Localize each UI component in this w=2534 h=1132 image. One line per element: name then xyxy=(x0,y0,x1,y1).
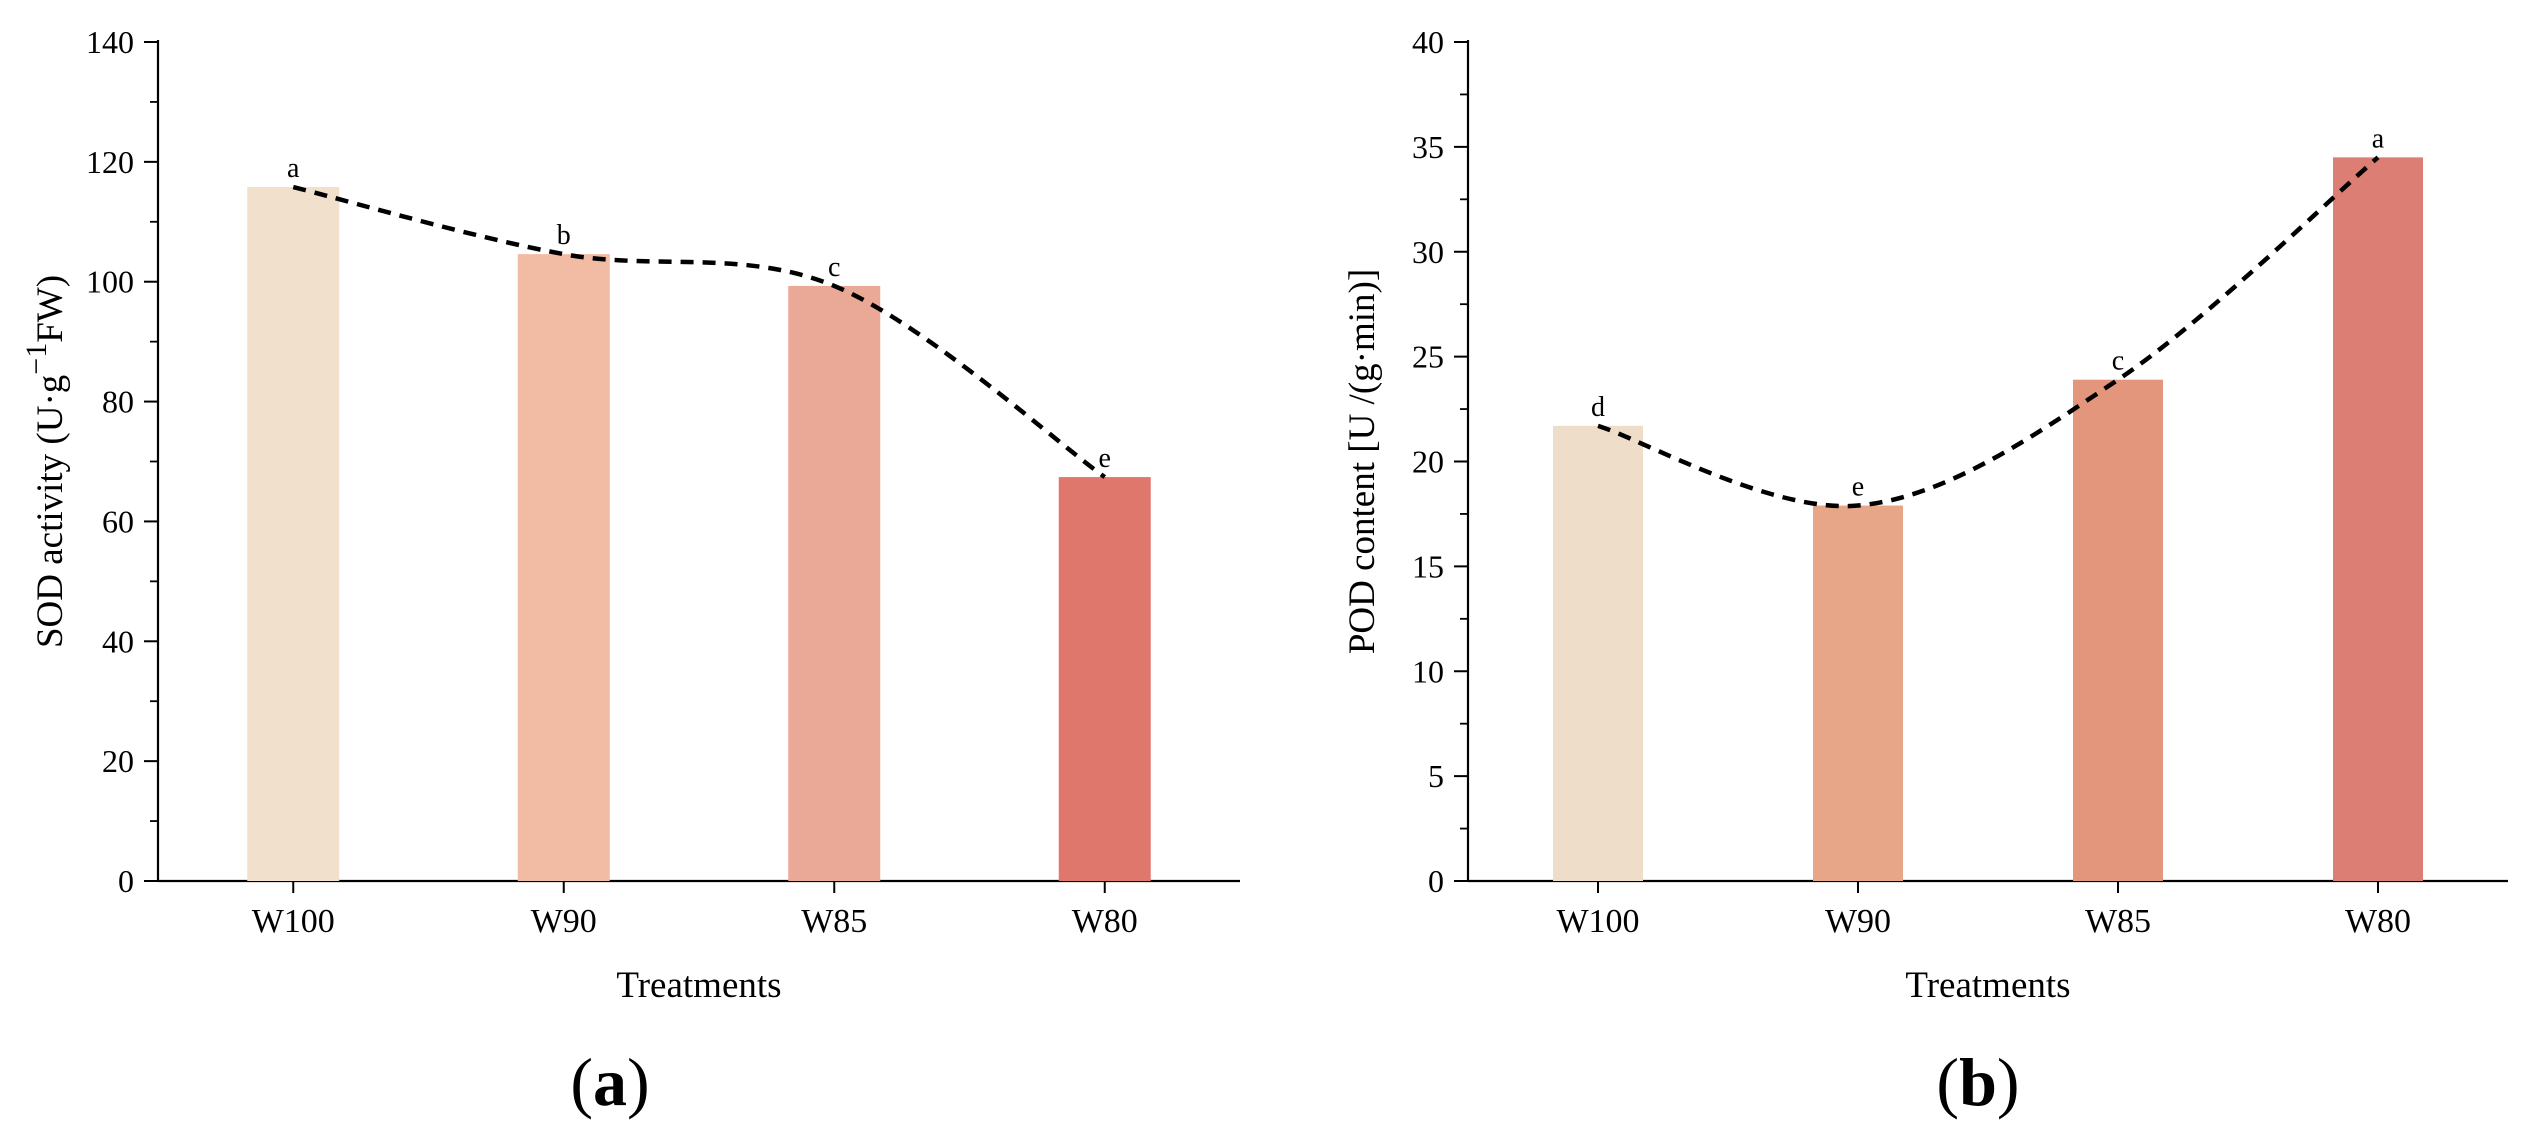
trend-line xyxy=(292,184,1107,479)
chart-panel-a: 0 20 40 60 80 100 120 140 W100 a W90 b W85 c W80 e Treat… xyxy=(20,24,1240,1120)
y-axis-title: POD content [U /(g·min)] xyxy=(1342,269,1383,654)
panel-label: (b) xyxy=(1936,1044,2019,1120)
bar-w80 xyxy=(1058,477,1151,881)
chart-panel-b: 0 5 10 15 20 25 30 35 40 W100 d W90 e W85 c W80 a Treatme… xyxy=(1342,24,2508,1120)
bar-w90 xyxy=(1813,505,1903,881)
panel-label: (a) xyxy=(570,1044,649,1120)
panel-label-close-paren: ) xyxy=(627,1044,650,1120)
y-tick-label: 40 xyxy=(1412,24,1444,60)
panel-label-letter: b xyxy=(1959,1044,1997,1120)
y-axis-title-main: POD content [U /(g·min)] xyxy=(1342,269,1383,654)
x-tick-label: W100 xyxy=(1556,903,1639,940)
panel-label-letter: a xyxy=(593,1044,627,1120)
y-tick-label: 25 xyxy=(1412,339,1444,375)
y-axis-title-suffix: FW) xyxy=(30,275,71,343)
significance-label: a xyxy=(287,153,300,184)
y-tick-label: 140 xyxy=(86,24,134,60)
significance-label: e xyxy=(1852,472,1864,503)
x-tick-label: W85 xyxy=(2085,903,2151,940)
y-tick-label: 80 xyxy=(102,384,134,420)
bar-w100 xyxy=(1553,425,1643,881)
y-tick-label: 10 xyxy=(1412,653,1444,689)
y-tick-label: 35 xyxy=(1412,129,1444,165)
y-tick-label: 30 xyxy=(1412,234,1444,270)
y-tick-label: 5 xyxy=(1428,758,1444,794)
x-axis-title: Treatments xyxy=(616,965,781,1006)
y-tick-label: 100 xyxy=(86,264,134,300)
bar-w85 xyxy=(2073,379,2163,881)
trend-line xyxy=(1597,155,2380,509)
bar-w85 xyxy=(788,285,881,881)
significance-label: a xyxy=(2372,123,2385,154)
bar-w80 xyxy=(2333,157,2423,882)
y-tick-label: 60 xyxy=(102,503,134,539)
x-tick-label: W80 xyxy=(1072,903,1138,940)
y-axis-title-main: SOD activity (U·g xyxy=(30,375,71,648)
bar-w90 xyxy=(517,254,610,881)
bar-w100 xyxy=(247,187,340,881)
x-tick-label: W90 xyxy=(1825,903,1891,940)
x-tick-label: W85 xyxy=(801,903,867,940)
y-tick-label: 20 xyxy=(1412,444,1444,480)
significance-label: c xyxy=(828,252,840,283)
y-tick-label: 0 xyxy=(118,863,134,899)
y-tick-label: 40 xyxy=(102,623,134,659)
significance-label: b xyxy=(557,220,571,251)
x-tick-label: W100 xyxy=(252,903,335,940)
x-axis-title: Treatments xyxy=(1905,965,2070,1006)
y-tick-label: 15 xyxy=(1412,548,1444,584)
x-tick-label: W80 xyxy=(2345,903,2411,940)
y-tick-label: 20 xyxy=(102,743,134,779)
y-axis-title: SOD activity (U·g−1FW) xyxy=(20,275,71,648)
y-axis-title-superscript: −1 xyxy=(20,343,53,375)
significance-label: d xyxy=(1591,392,1605,423)
y-tick-label: 120 xyxy=(86,144,134,180)
significance-label: e xyxy=(1099,443,1111,474)
panel-label-open-paren: ( xyxy=(570,1044,593,1120)
significance-label: c xyxy=(2112,346,2124,377)
x-tick-label: W90 xyxy=(531,903,597,940)
panel-label-open-paren: ( xyxy=(1936,1044,1959,1120)
panel-label-close-paren: ) xyxy=(1997,1044,2020,1120)
y-tick-label: 0 xyxy=(1428,863,1444,899)
